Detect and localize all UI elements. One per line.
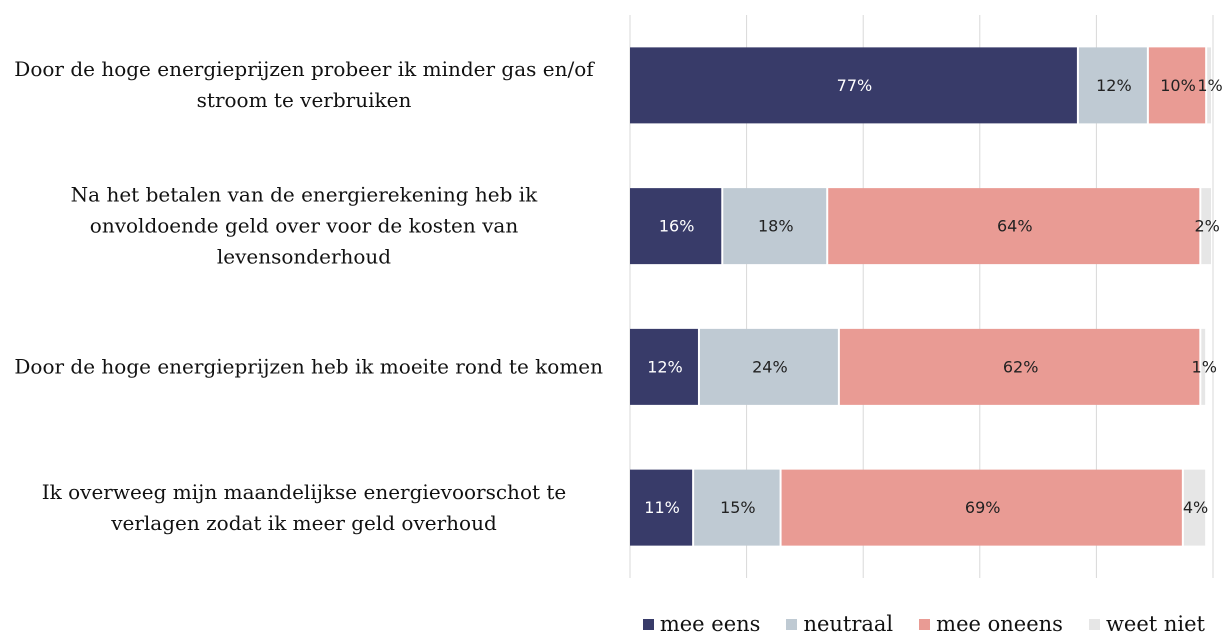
legend-swatch	[1088, 618, 1100, 630]
legend-swatch	[919, 618, 931, 630]
bar-segment	[630, 188, 722, 265]
bar-segment	[839, 328, 1200, 405]
category-text: Ik overweeg mijn maandelijkse energievoo…	[41, 479, 567, 535]
category-label: Ik overweeg mijn maandelijkse energievoo…	[3, 477, 603, 539]
legend-item: mee oneens	[919, 612, 1063, 636]
category-label: Door de hoge energieprijzen probeer ik m…	[3, 54, 603, 116]
data-label: 24%	[752, 357, 788, 376]
bar-segment	[1201, 328, 1206, 405]
data-label: 1%	[1197, 76, 1222, 95]
bar-segment	[1078, 47, 1147, 124]
legend: mee eens neutraal mee oneens weet niet	[642, 612, 1205, 636]
data-label: 12%	[1096, 76, 1132, 95]
legend-item: neutraal	[786, 612, 893, 636]
bar-segment	[1201, 188, 1211, 265]
bar-segment	[699, 328, 838, 405]
category-label: Na het betalen van de energierekening he…	[3, 180, 603, 273]
data-label: 77%	[837, 76, 873, 95]
data-label: 64%	[997, 217, 1033, 236]
legend-swatch	[786, 618, 798, 630]
category-text: Door de hoge energieprijzen probeer ik m…	[14, 57, 594, 113]
data-label: 10%	[1160, 76, 1196, 95]
bar-segment	[723, 188, 827, 265]
data-label: 16%	[659, 217, 695, 236]
legend-label: mee oneens	[936, 612, 1063, 636]
data-label: 11%	[644, 498, 680, 517]
legend-item: mee eens	[642, 612, 761, 636]
legend-swatch	[642, 618, 654, 630]
legend-label: neutraal	[803, 612, 894, 636]
data-label: 18%	[758, 217, 794, 236]
bar-segment	[781, 469, 1182, 546]
category-label: Door de hoge energieprijzen heb ik moeit…	[3, 351, 603, 382]
bar-segment	[828, 188, 1200, 265]
legend-item: weet niet	[1088, 612, 1205, 636]
legend-label: weet niet	[1105, 612, 1205, 636]
bar-segment	[630, 469, 693, 546]
data-label: 4%	[1183, 498, 1208, 517]
data-label: 15%	[720, 498, 756, 517]
bar-segment	[630, 328, 698, 405]
bar-segment	[694, 469, 780, 546]
category-text: Door de hoge energieprijzen heb ik moeit…	[14, 354, 603, 379]
bar-segment	[1148, 47, 1206, 124]
bar-segment	[1183, 469, 1206, 546]
category-text: Na het betalen van de energierekening he…	[70, 182, 538, 269]
data-label: 69%	[965, 498, 1001, 517]
bar-segment	[1207, 47, 1211, 124]
data-label: 12%	[647, 357, 683, 376]
data-label: 1%	[1192, 357, 1217, 376]
legend-label: mee eens	[659, 612, 761, 636]
data-label: 2%	[1194, 217, 1219, 236]
data-label: 62%	[1003, 357, 1039, 376]
bar-segment	[630, 47, 1077, 124]
